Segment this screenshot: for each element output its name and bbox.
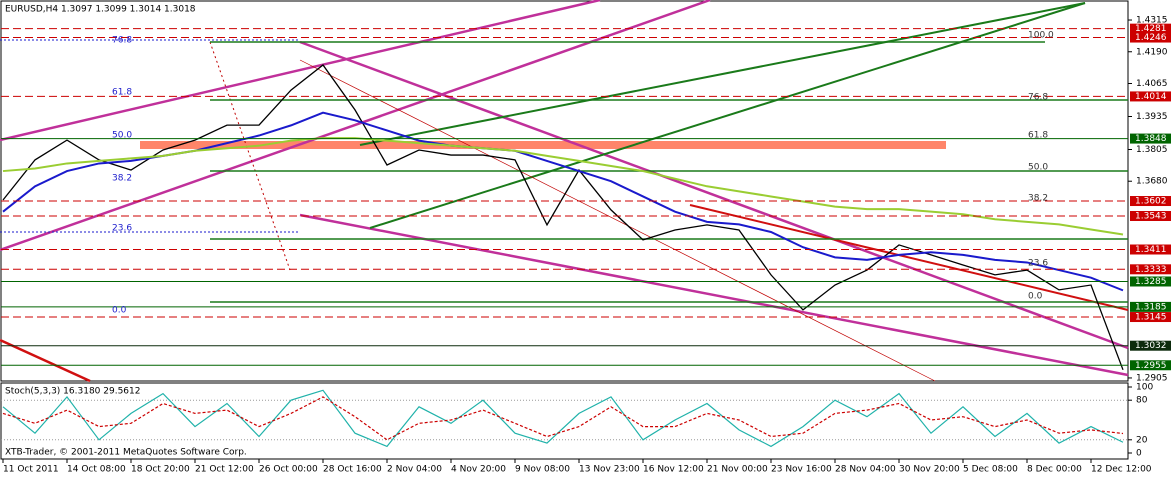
trend-line: [369, 2, 1086, 229]
level-box: [1130, 210, 1171, 221]
x-tick-label: 21 Nov 00:00: [707, 465, 768, 475]
trend-line: [689, 204, 1129, 311]
level-label: 1.4281: [1135, 24, 1167, 34]
fib-label: 50.0: [112, 131, 132, 141]
fib-label: 38.2: [1028, 194, 1048, 204]
x-tick-label: 18 Oct 20:00: [131, 465, 190, 475]
drawings: [0, 0, 1129, 383]
y-tick-label: 100: [1136, 383, 1153, 393]
fib-label: 61.8: [112, 88, 132, 98]
x-tick-label: 21 Oct 12:00: [195, 465, 254, 475]
level-box: [1130, 32, 1171, 43]
fib-label: 38.2: [112, 174, 132, 184]
level-label: 1.3602: [1135, 197, 1167, 207]
trend-line: [0, 338, 91, 383]
x-tick-label: 11 Oct 2011: [3, 465, 59, 475]
trend-line: [299, 213, 1129, 377]
x-tick-label: 26 Oct 00:00: [259, 465, 318, 475]
x-tick-label: 14 Oct 08:00: [67, 465, 126, 475]
x-tick-label: 30 Nov 20:00: [899, 465, 960, 475]
level-box: [1130, 244, 1171, 255]
level-label: 1.2955: [1135, 361, 1167, 371]
x-tick-label: 28 Nov 04:00: [835, 465, 896, 475]
x-tick-label: 16 Nov 12:00: [643, 465, 704, 475]
level-label: 1.3543: [1135, 211, 1167, 221]
series-line: [2, 389, 1124, 448]
level-label: 1.3848: [1135, 134, 1167, 144]
level-label: 1.3333: [1135, 265, 1167, 275]
series-line: [2, 396, 1124, 441]
level-box: [1130, 196, 1171, 207]
y-tick-label: 1.3935: [1136, 112, 1168, 122]
fib-label: 61.8: [1028, 131, 1048, 141]
level-label: 1.3185: [1135, 302, 1167, 312]
fib-label: 0.0: [112, 306, 127, 316]
x-tick-label: 2 Nov 04:00: [387, 465, 442, 475]
level-label: 1.3411: [1135, 245, 1167, 255]
main-panel: [0, 0, 1129, 382]
level-label: 1.3285: [1135, 277, 1167, 287]
fib-label: 0.0: [1028, 292, 1043, 302]
copyright: XTB-Trader, © 2001-2011 MetaQuotes Softw…: [5, 448, 247, 458]
stoch-header: Stoch(5,3,3) 16.3180 29.5612: [5, 387, 140, 397]
level-box: [1130, 360, 1171, 371]
fib-label: 76.8: [1028, 93, 1048, 103]
y-tick-label: 1.4315: [1136, 16, 1168, 26]
x-tick-label: 28 Oct 16:00: [323, 465, 382, 475]
y-tick-label: 1.4190: [1136, 47, 1168, 57]
fib-label: 76.8: [112, 36, 132, 46]
y-tick-label: 80: [1136, 396, 1148, 406]
y-tick-label: 1.3680: [1136, 177, 1168, 187]
fib-label: 23.6: [1028, 259, 1048, 269]
x-tick-label: 4 Nov 20:00: [451, 465, 506, 475]
level-label: 1.3145: [1135, 313, 1167, 323]
x-tick-label: 9 Nov 08:00: [515, 465, 570, 475]
y-tick-label: 1.4065: [1136, 79, 1168, 89]
level-box: [1130, 276, 1171, 287]
y-tick-label: 0: [1136, 449, 1142, 459]
level-label: 1.3032: [1135, 341, 1167, 351]
chart-header: EURUSD,H4 1.3097 1.3099 1.3014 1.3018: [5, 5, 196, 15]
level-label: 1.4014: [1135, 92, 1167, 102]
level-label: 1.4246: [1135, 33, 1167, 43]
fib-label: 50.0: [1028, 163, 1048, 173]
level-box: [1130, 301, 1171, 312]
stoch-panel: [0, 382, 1129, 460]
y-tick-label: 20: [1136, 435, 1148, 445]
level-box: [1130, 133, 1171, 144]
trend-line: [359, 2, 1086, 146]
zone: [140, 141, 946, 149]
level-box: [1130, 23, 1171, 34]
fib-label: 23.6: [112, 224, 132, 234]
fib-label: 100.0: [1028, 31, 1054, 41]
x-tick-label: 8 Dec 00:00: [1027, 465, 1082, 475]
series-line: [2, 137, 1124, 236]
x-tick-label: 5 Dec 08:00: [963, 465, 1018, 475]
trend-line: [0, 0, 601, 142]
level-box: [1130, 340, 1171, 351]
y-tick-label: 1.2905: [1136, 373, 1168, 383]
x-tick-label: 13 Nov 23:00: [579, 465, 640, 475]
series-line: [2, 64, 1124, 371]
trend-line: [299, 59, 936, 382]
level-box: [1130, 91, 1171, 102]
y-tick-label: 1.3805: [1136, 145, 1168, 155]
level-box: [1130, 312, 1171, 323]
x-tick-label: 23 Nov 16:00: [771, 465, 832, 475]
trend-line: [299, 40, 1129, 350]
x-tick-label: 12 Dec 12:00: [1091, 465, 1152, 475]
level-box: [1130, 264, 1171, 275]
